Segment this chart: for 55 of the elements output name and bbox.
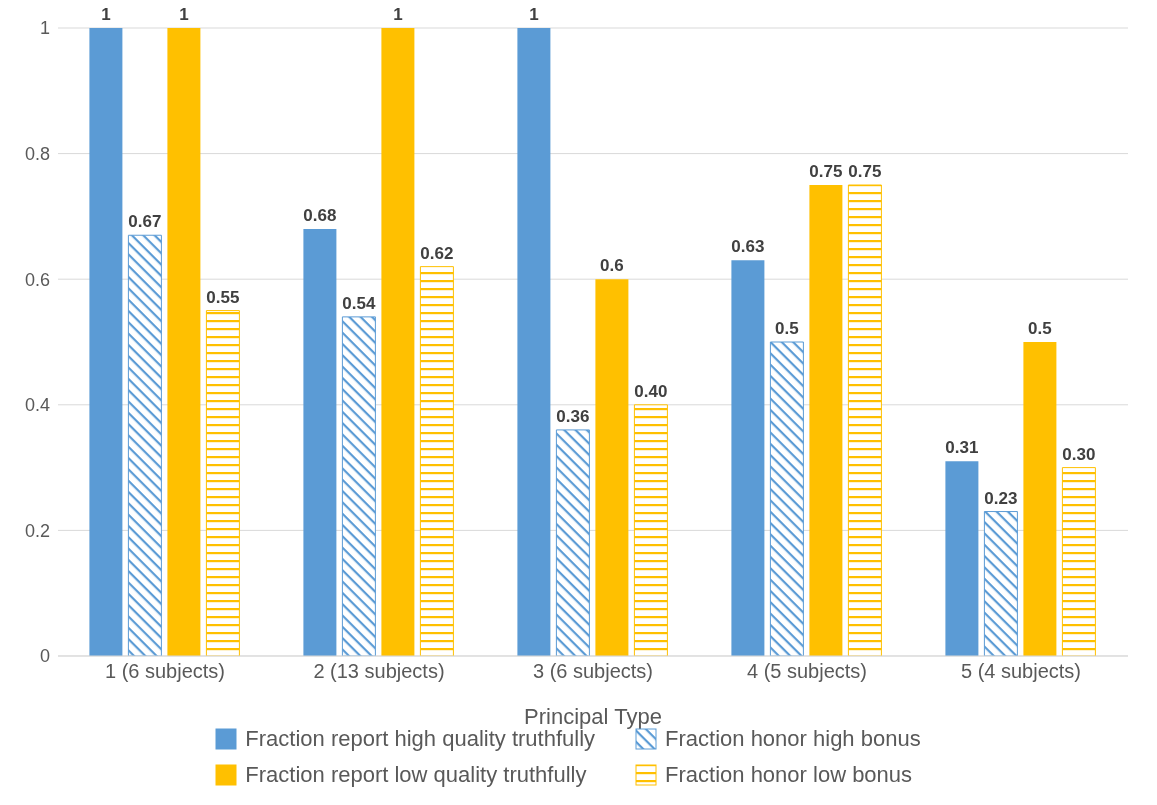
bar — [1023, 342, 1057, 656]
bar — [341, 316, 376, 656]
data-label: 0.23 — [984, 488, 1018, 508]
x-tick-label: 2 (13 subjects) — [313, 660, 445, 683]
data-label: 0.68 — [303, 205, 337, 225]
data-label: 0.5 — [775, 319, 799, 338]
bar — [595, 279, 629, 656]
bar — [633, 404, 668, 656]
bar — [419, 266, 454, 656]
x-tick-label: 5 (4 subjects) — [960, 660, 1082, 683]
bar — [89, 28, 123, 656]
data-label: 0.63 — [731, 237, 765, 257]
x-tick-label: 4 (5 subjects) — [746, 660, 868, 683]
bar — [1061, 467, 1096, 656]
bar — [167, 28, 201, 656]
bar — [517, 28, 551, 656]
data-label: 0.55 — [206, 287, 240, 307]
bar — [205, 310, 240, 656]
legend-label: Fraction honor low bonus — [665, 762, 913, 788]
data-label: 0.6 — [600, 256, 624, 276]
y-tick-label: 0.8 — [24, 143, 50, 164]
bar — [127, 234, 162, 656]
data-label: 1 — [529, 5, 539, 24]
data-label: 0.36 — [556, 406, 590, 426]
data-label: 0.54 — [342, 293, 376, 313]
bar — [769, 341, 804, 656]
y-tick-label: 0 — [39, 646, 50, 667]
data-label: 0.5 — [1028, 319, 1052, 338]
bar — [945, 461, 979, 656]
data-label: 1 — [393, 5, 403, 24]
bar — [555, 429, 590, 656]
data-label: 0.40 — [634, 381, 668, 401]
bar — [983, 511, 1018, 656]
y-tick-label: 1 — [39, 18, 50, 39]
x-axis-title: Principal Type — [524, 704, 662, 729]
data-label: 0.31 — [945, 438, 979, 458]
bar — [303, 228, 337, 656]
bar — [381, 28, 415, 656]
data-label: 0.75 — [848, 162, 882, 181]
legend-label: Fraction honor high bonus — [665, 726, 921, 752]
y-tick-label: 0.4 — [24, 395, 50, 416]
data-label: 0.30 — [1062, 444, 1096, 464]
bar — [809, 185, 843, 656]
data-label: 0.75 — [809, 162, 843, 181]
data-label: 1 — [101, 5, 111, 24]
bar — [731, 260, 765, 656]
y-tick-label: 0.6 — [24, 269, 50, 290]
x-tick-label: 1 (6 subjects) — [104, 660, 226, 683]
legend-label: Fraction report low quality truthfully — [245, 762, 587, 788]
data-label: 0.62 — [420, 243, 454, 263]
data-label: 0.67 — [128, 212, 162, 232]
bar — [847, 184, 882, 656]
data-label: 1 — [179, 5, 189, 24]
y-tick-label: 0.2 — [24, 520, 50, 541]
x-tick-label: 3 (6 subjects) — [532, 660, 654, 683]
